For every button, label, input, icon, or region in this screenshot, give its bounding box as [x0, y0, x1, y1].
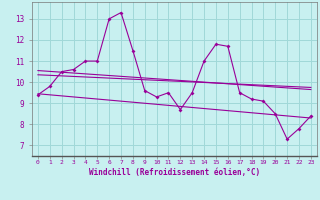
X-axis label: Windchill (Refroidissement éolien,°C): Windchill (Refroidissement éolien,°C)	[89, 168, 260, 177]
